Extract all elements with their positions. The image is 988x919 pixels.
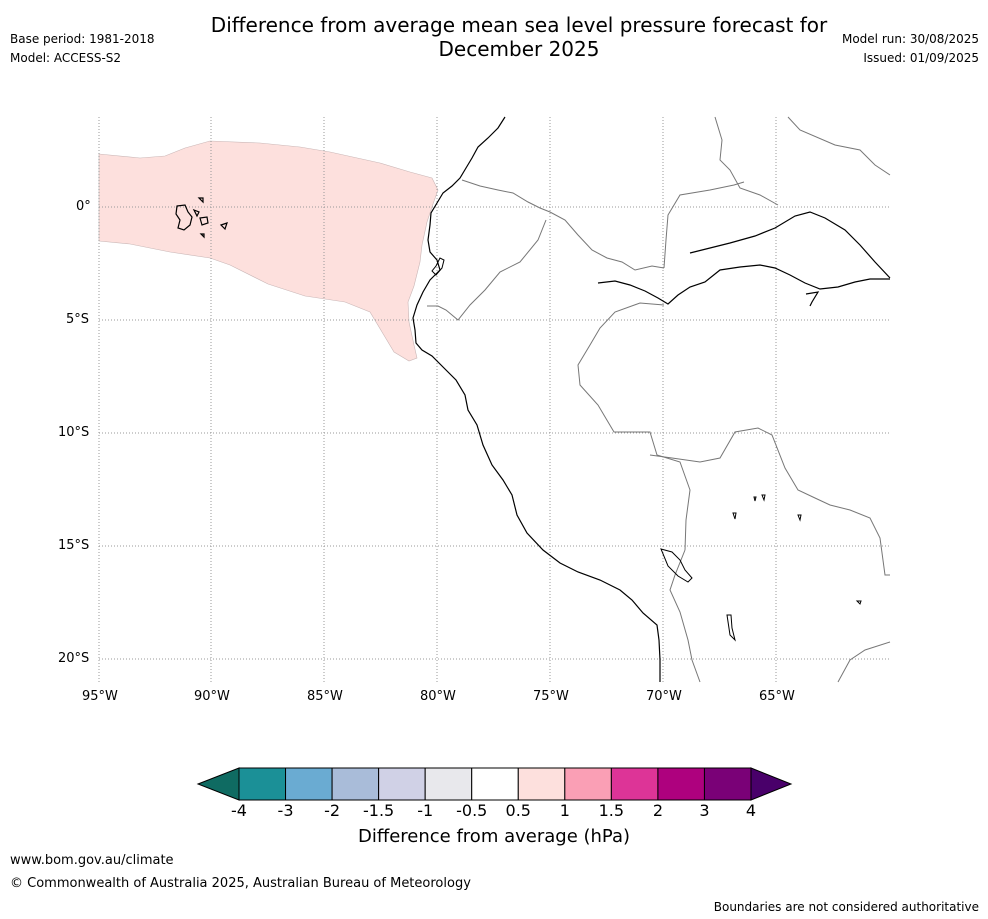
colorbar-segment — [238, 767, 287, 801]
border-bolivia-chile — [669, 549, 701, 683]
lat-label-5s: 5°S — [66, 312, 90, 327]
colorbar-tick-label: -2 — [324, 801, 341, 820]
model-text: Model: ACCESS-S2 — [10, 51, 122, 65]
border-guyana — [787, 116, 891, 176]
lon-label-90w: 90°W — [194, 689, 230, 704]
small-lakes — [726, 494, 862, 642]
lat-label-20s: 20°S — [58, 651, 90, 666]
lon-label-75w: 75°W — [533, 689, 569, 704]
colorbar-tick-label: 1.5 — [598, 801, 625, 820]
colorbar-tick-label: -4 — [231, 801, 247, 820]
border-ecuador-peru — [427, 219, 547, 321]
lon-label-85w: 85°W — [307, 689, 343, 704]
colorbar-tick-label: -1 — [417, 801, 434, 820]
website-text: www.bom.gov.au/climate — [10, 853, 174, 868]
positive-anomaly-region — [98, 140, 439, 362]
colorbar-segment — [517, 767, 566, 801]
colorbar-label: Difference from average (hPa) — [357, 826, 631, 847]
border-peru-brazil — [577, 302, 691, 551]
model-run-text: Model run: 30/08/2025 — [841, 32, 979, 46]
colorbar-segment — [331, 767, 380, 801]
issued-text: Issued: 01/09/2025 — [863, 51, 979, 65]
guayaquil-coast-detail — [431, 257, 445, 276]
colorbar-segment — [471, 767, 519, 801]
colorbar-segment — [703, 767, 752, 801]
border-colombia-brazil — [663, 181, 745, 269]
colorbar-segment — [285, 767, 333, 801]
lon-label-65w: 65°W — [759, 689, 795, 704]
lake-titicaca — [660, 548, 693, 583]
colorbar-tick-label: -1.5 — [363, 801, 395, 820]
colorbar-segment — [610, 767, 659, 801]
lon-label-95w: 95°W — [82, 689, 118, 704]
map-title: Difference from average mean sea level p… — [169, 13, 869, 61]
lat-label-15s: 15°S — [58, 538, 90, 553]
map-title-line1: Difference from average mean sea level p… — [210, 13, 828, 37]
lon-label-70w: 70°W — [646, 689, 682, 704]
south-america-coastline — [412, 116, 661, 682]
border-bolivia-south — [837, 641, 891, 683]
colorbar-segment — [424, 767, 473, 801]
border-bolivia-north — [649, 427, 890, 576]
colorbar-tick-label: 0.5 — [505, 801, 531, 820]
colorbar-tick-label: -0.5 — [456, 801, 488, 820]
border-venezuela — [714, 116, 779, 206]
lon-label-80w: 80°W — [420, 689, 456, 704]
galapagos-islands — [175, 197, 228, 239]
copyright-text: © Commonwealth of Australia 2025, Austra… — [10, 876, 471, 891]
colorbar-tick-label: 2 — [652, 801, 663, 820]
map-title-line2: December 2025 — [438, 37, 600, 61]
base-period-text: Base period: 1981-2018 — [10, 32, 155, 46]
colorbar-tick-label: 1 — [559, 801, 570, 820]
lat-label-0: 0° — [76, 199, 91, 214]
disclaimer-text: Boundaries are not considered authoritat… — [713, 900, 979, 914]
colorbar-segment — [378, 767, 426, 801]
gridlines — [98, 117, 890, 682]
colorbar-tick-label: 3 — [699, 801, 710, 820]
colorbar-tick-label: 4 — [745, 801, 757, 820]
colorbar-max-extend — [750, 767, 793, 801]
amazon-river — [597, 211, 891, 307]
lat-label-10s: 10°S — [58, 425, 90, 440]
colorbar-segment — [657, 767, 705, 801]
country-borders — [427, 116, 891, 683]
colorbar-segment — [564, 767, 612, 801]
colorbar-tick-label: -3 — [277, 801, 294, 820]
colorbar-min-extend — [196, 767, 240, 801]
border-colombia-ecuador-peru — [461, 179, 665, 271]
